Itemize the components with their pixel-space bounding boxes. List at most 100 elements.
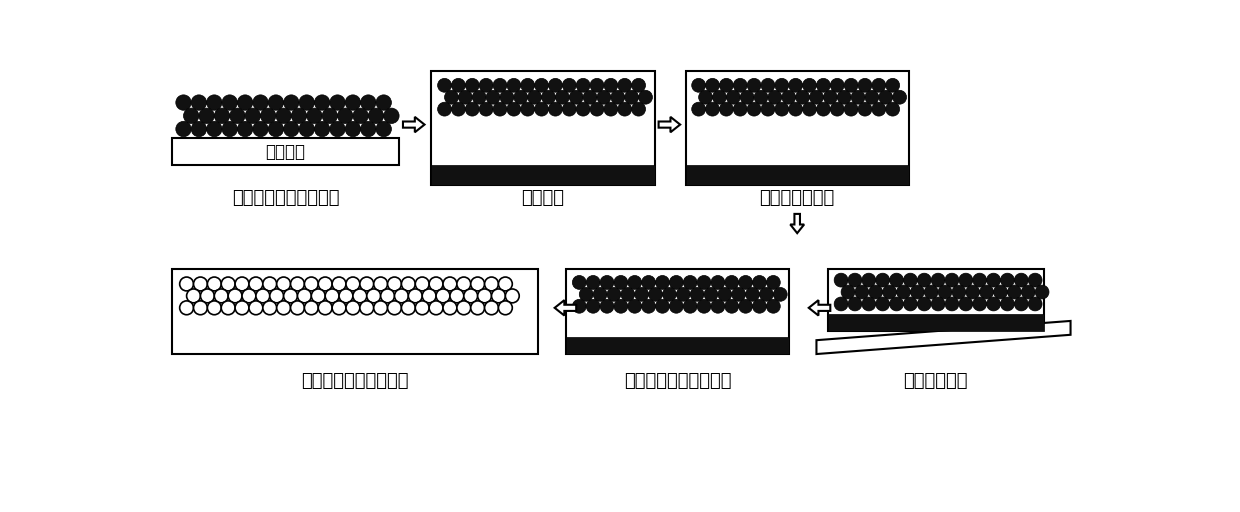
Circle shape bbox=[1007, 285, 1022, 299]
Text: 自组装法制备胶体晶膜: 自组装法制备胶体晶膜 bbox=[232, 189, 340, 207]
Circle shape bbox=[456, 301, 471, 315]
Circle shape bbox=[388, 277, 402, 291]
Circle shape bbox=[298, 289, 311, 303]
Circle shape bbox=[236, 301, 249, 315]
Circle shape bbox=[711, 300, 725, 313]
Circle shape bbox=[862, 273, 875, 287]
Circle shape bbox=[548, 102, 563, 116]
Circle shape bbox=[641, 275, 656, 289]
Circle shape bbox=[745, 287, 759, 301]
Polygon shape bbox=[554, 300, 577, 315]
Circle shape bbox=[635, 287, 649, 301]
Circle shape bbox=[459, 90, 472, 104]
Circle shape bbox=[388, 301, 402, 315]
Circle shape bbox=[587, 275, 600, 289]
Circle shape bbox=[376, 121, 392, 137]
Circle shape bbox=[436, 289, 450, 303]
Circle shape bbox=[618, 78, 631, 92]
Circle shape bbox=[593, 287, 608, 301]
Circle shape bbox=[831, 78, 844, 92]
Circle shape bbox=[1014, 297, 1028, 311]
Circle shape bbox=[290, 301, 304, 315]
Text: 聚合或溶剂蝉发: 聚合或溶剂蝉发 bbox=[760, 189, 835, 207]
Circle shape bbox=[415, 277, 429, 291]
Circle shape bbox=[604, 78, 618, 92]
Circle shape bbox=[332, 277, 346, 291]
Circle shape bbox=[1028, 273, 1042, 287]
Circle shape bbox=[796, 90, 810, 104]
Circle shape bbox=[706, 102, 719, 116]
Circle shape bbox=[835, 297, 848, 311]
Circle shape bbox=[306, 108, 322, 123]
Circle shape bbox=[191, 95, 207, 110]
Circle shape bbox=[477, 289, 491, 303]
Circle shape bbox=[875, 297, 889, 311]
Circle shape bbox=[207, 121, 222, 137]
Circle shape bbox=[299, 95, 315, 110]
Circle shape bbox=[479, 78, 494, 92]
Circle shape bbox=[879, 90, 893, 104]
Circle shape bbox=[733, 78, 748, 92]
Circle shape bbox=[952, 285, 966, 299]
Bar bbox=[567, 337, 790, 354]
Polygon shape bbox=[403, 117, 424, 132]
Circle shape bbox=[242, 289, 255, 303]
Circle shape bbox=[713, 90, 727, 104]
Circle shape bbox=[875, 273, 889, 287]
Circle shape bbox=[438, 78, 451, 92]
Circle shape bbox=[987, 297, 1001, 311]
Circle shape bbox=[656, 275, 670, 289]
Circle shape bbox=[972, 297, 987, 311]
Circle shape bbox=[676, 287, 691, 301]
Circle shape bbox=[450, 289, 464, 303]
Circle shape bbox=[775, 78, 789, 92]
Circle shape bbox=[325, 289, 339, 303]
Circle shape bbox=[704, 287, 718, 301]
Circle shape bbox=[330, 121, 345, 137]
Circle shape bbox=[590, 102, 604, 116]
Circle shape bbox=[361, 121, 376, 137]
Circle shape bbox=[945, 297, 959, 311]
Circle shape bbox=[263, 301, 277, 315]
Circle shape bbox=[268, 95, 284, 110]
Circle shape bbox=[789, 78, 802, 92]
Circle shape bbox=[322, 108, 337, 123]
Circle shape bbox=[479, 102, 494, 116]
Circle shape bbox=[753, 275, 766, 289]
Circle shape bbox=[1028, 297, 1042, 311]
Circle shape bbox=[361, 95, 376, 110]
Circle shape bbox=[621, 287, 635, 301]
Circle shape bbox=[587, 300, 600, 313]
Circle shape bbox=[885, 102, 899, 116]
Circle shape bbox=[284, 289, 298, 303]
Circle shape bbox=[353, 289, 367, 303]
Circle shape bbox=[692, 78, 706, 92]
Circle shape bbox=[625, 90, 639, 104]
Circle shape bbox=[945, 273, 959, 287]
Circle shape bbox=[641, 300, 656, 313]
Circle shape bbox=[697, 300, 711, 313]
Circle shape bbox=[528, 90, 542, 104]
Circle shape bbox=[277, 108, 291, 123]
Circle shape bbox=[193, 277, 207, 291]
Circle shape bbox=[910, 285, 924, 299]
Circle shape bbox=[854, 285, 869, 299]
Circle shape bbox=[872, 102, 885, 116]
Circle shape bbox=[198, 108, 215, 123]
Circle shape bbox=[451, 78, 465, 92]
Circle shape bbox=[221, 301, 236, 315]
Circle shape bbox=[548, 78, 563, 92]
Circle shape bbox=[207, 95, 222, 110]
Circle shape bbox=[246, 108, 260, 123]
Circle shape bbox=[732, 287, 745, 301]
Circle shape bbox=[670, 275, 683, 289]
Circle shape bbox=[465, 102, 479, 116]
Circle shape bbox=[360, 301, 373, 315]
Circle shape bbox=[987, 273, 1001, 287]
Circle shape bbox=[1001, 273, 1014, 287]
Circle shape bbox=[176, 95, 191, 110]
Circle shape bbox=[733, 102, 748, 116]
Circle shape bbox=[237, 95, 253, 110]
Circle shape bbox=[754, 90, 768, 104]
Circle shape bbox=[498, 277, 512, 291]
